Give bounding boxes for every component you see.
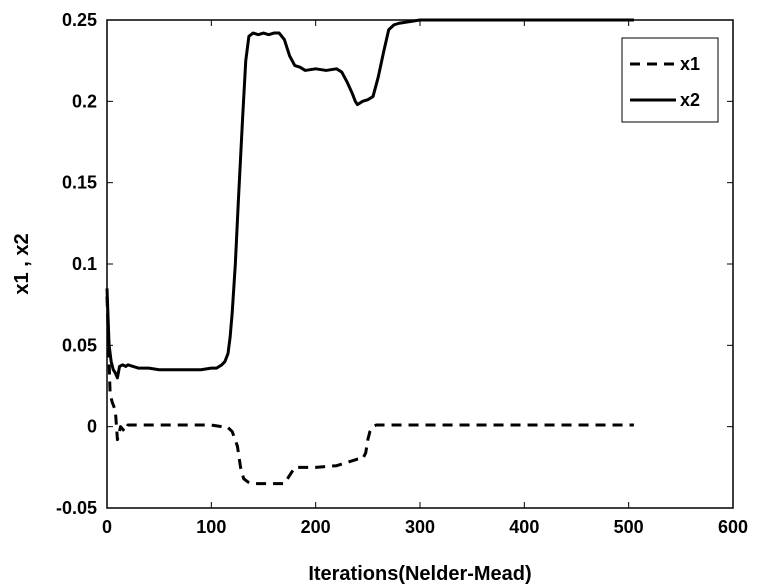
y-tick-label: 0.05 bbox=[62, 335, 97, 355]
x-tick-label: 100 bbox=[196, 517, 226, 537]
series-line-x1 bbox=[105, 296, 634, 486]
plot-lines bbox=[105, 18, 634, 486]
x-tick-label: 300 bbox=[405, 517, 435, 537]
y-ticks: -0.05 0 0.05 0.1 0.15 0.2 0.25 bbox=[56, 10, 733, 518]
y-tick-label: -0.05 bbox=[56, 498, 97, 518]
legend-label-x2: x2 bbox=[680, 90, 700, 110]
series-line-x2 bbox=[105, 18, 634, 380]
y-tick-label: 0.2 bbox=[72, 91, 97, 111]
x-tick-label: 500 bbox=[614, 517, 644, 537]
y-tick-label: 0.15 bbox=[62, 173, 97, 193]
x-ticks: 0 100 200 300 400 500 600 bbox=[102, 20, 748, 537]
y-axis-label: x1 , x2 bbox=[11, 233, 33, 294]
x-axis-label: Iterations(Nelder-Mead) bbox=[308, 563, 531, 585]
x-tick-label: 400 bbox=[509, 517, 539, 537]
x-tick-label: 200 bbox=[301, 517, 331, 537]
legend-box bbox=[621, 37, 719, 123]
legend-label-x1: x1 bbox=[680, 54, 700, 74]
y-tick-label: 0.25 bbox=[62, 10, 97, 30]
x-tick-label: 0 bbox=[102, 517, 112, 537]
x-tick-label: 600 bbox=[718, 517, 748, 537]
y-tick-label: 0.1 bbox=[72, 254, 97, 274]
legend: x1 x2 bbox=[621, 37, 719, 123]
y-tick-label: 0 bbox=[87, 417, 97, 437]
